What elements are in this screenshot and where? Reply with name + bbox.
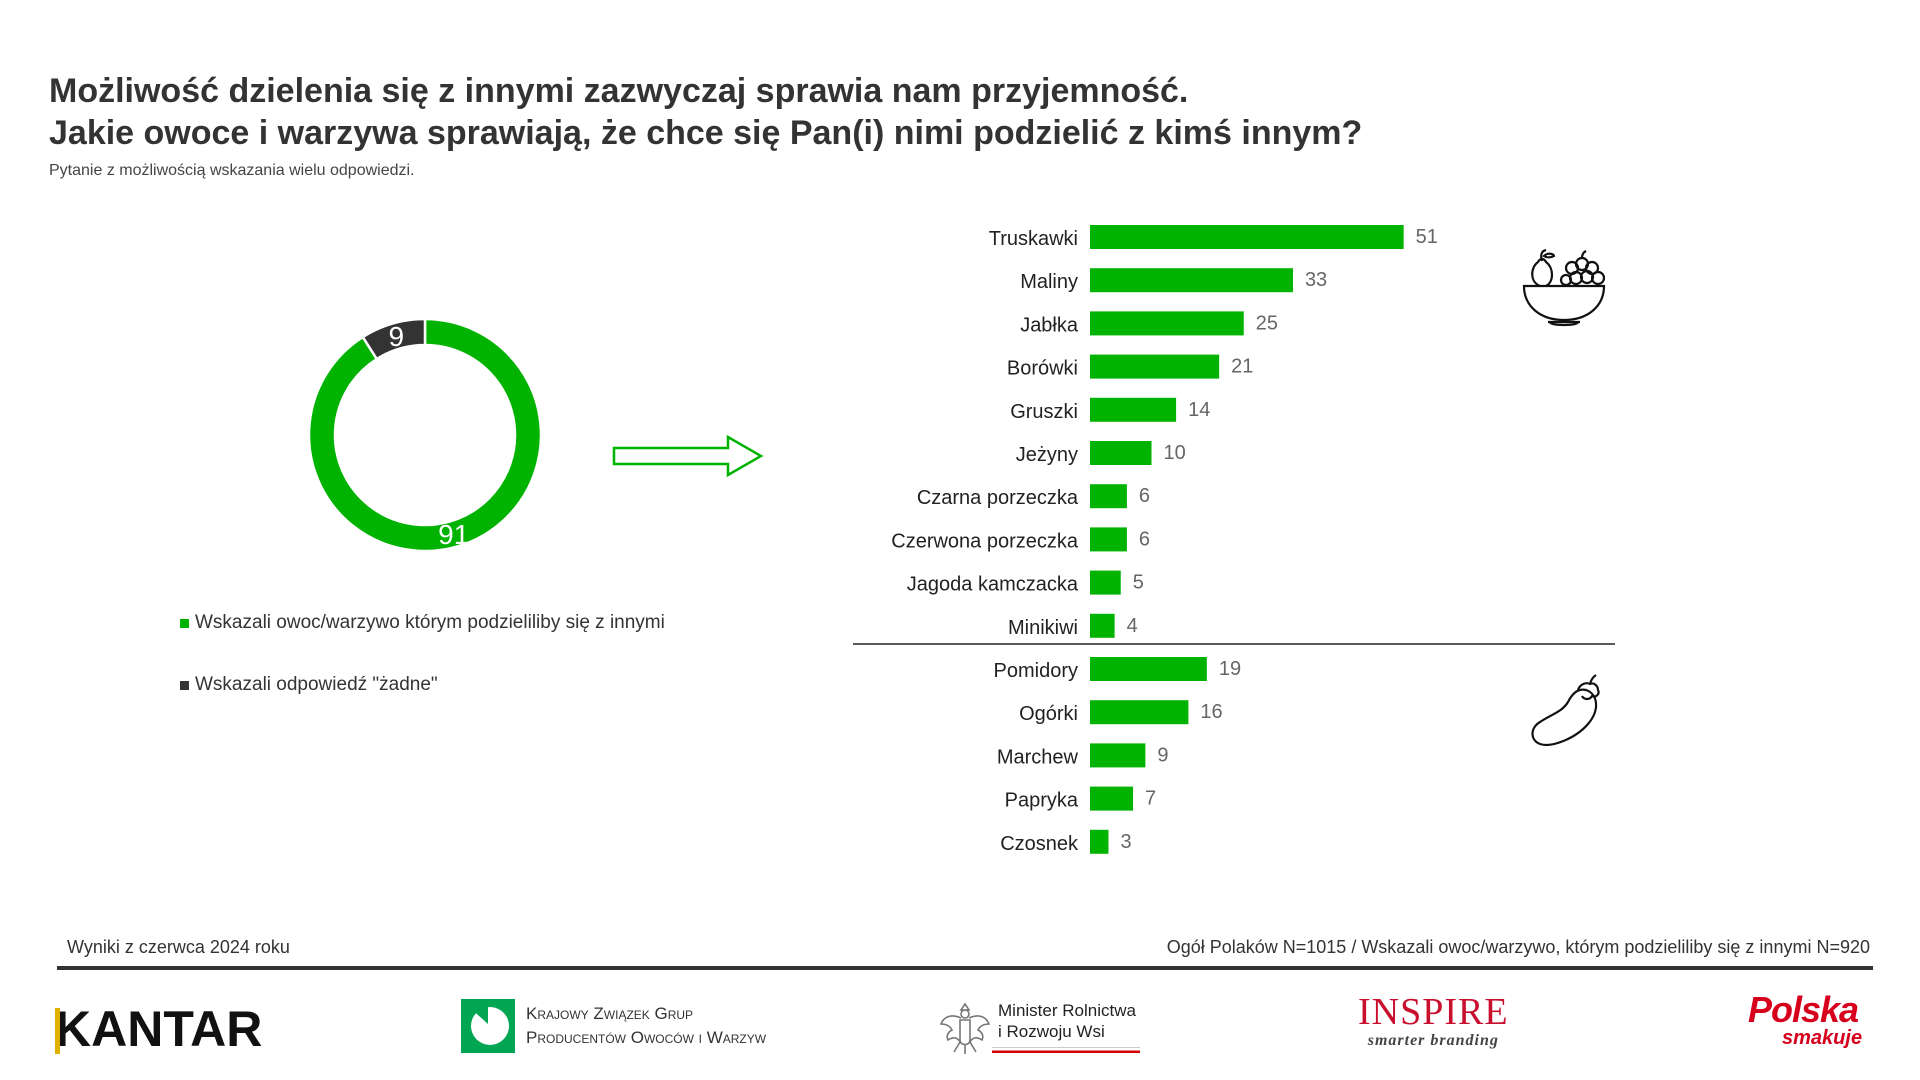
bar-4 — [1090, 397, 1177, 422]
legend-swatch-green — [180, 618, 189, 628]
bar-category-label-0: Truskawki — [989, 228, 1078, 250]
bar-category-label-10: Pomidory — [994, 660, 1078, 682]
bar-category-label-2: Jabłka — [1020, 314, 1079, 336]
bar-13 — [1090, 786, 1134, 811]
kzgp-logo-mark-icon — [461, 999, 515, 1053]
bar-category-label-7: Czerwona porzeczka — [891, 530, 1079, 552]
kzgp-logo-line-2: Producentów Owoców i Warzyw — [526, 1028, 767, 1047]
smakuje-logo-text: smakuje — [1782, 1027, 1863, 1049]
legend-swatch-dark — [180, 680, 189, 690]
legend-label-shared: Wskazali owoc/warzywo którym podzielilib… — [195, 612, 665, 633]
bar-2 — [1090, 311, 1244, 336]
bar-8 — [1090, 570, 1121, 595]
bar-category-label-4: Gruszki — [1010, 401, 1078, 423]
ministry-logo-line-1: Minister Rolnictwa — [998, 1000, 1136, 1020]
bar-5 — [1090, 441, 1152, 465]
bar-value-label-0: 51 — [1416, 226, 1438, 248]
bar-value-label-9: 4 — [1127, 615, 1138, 637]
inspire-logo-tagline: smarter branding — [1367, 1032, 1499, 1049]
donut-slice-0 — [307, 317, 543, 553]
bar-value-label-10: 19 — [1219, 658, 1241, 680]
bar-category-label-1: Maliny — [1020, 271, 1078, 293]
inspire-logo-text: INSPIRE — [1358, 991, 1509, 1033]
bar-value-label-3: 21 — [1231, 356, 1253, 378]
inspire-logo: INSPIRE smarter branding — [1358, 992, 1509, 1050]
bar-10 — [1090, 657, 1207, 681]
bar-11 — [1090, 700, 1189, 725]
bar-9 — [1090, 613, 1115, 638]
ministry-flag-stripe — [992, 1046, 1140, 1053]
bar-1 — [1090, 268, 1293, 293]
subtitle: Pytanie z możliwością wskazania wielu od… — [49, 162, 415, 179]
bar-category-label-11: Ogórki — [1019, 703, 1078, 725]
bar-0 — [1090, 225, 1404, 249]
kzgp-logo: Krajowy Związek Grup Producentów Owoców … — [460, 998, 766, 1054]
bar-7 — [1090, 527, 1127, 552]
bar-category-label-14: Czosnek — [1000, 833, 1079, 855]
donut-slice-1 — [361, 317, 427, 361]
donut-value-label-0: 91 — [438, 519, 469, 550]
bar-chart: Truskawki 51 Maliny 33 Jabłka 25 Borówki 21 Grus… — [853, 225, 1615, 855]
legend-item-none: Wskazali odpowiedź "żadne" — [180, 674, 438, 696]
bar-value-label-5: 10 — [1164, 442, 1186, 464]
polska-logo-text: Polska — [1748, 989, 1859, 1030]
bar-value-label-2: 25 — [1256, 312, 1278, 334]
ministry-logo-line-2: i Rozwoju Wsi — [998, 1021, 1105, 1041]
donut-value-label-1: 9 — [388, 321, 404, 352]
bar-12 — [1090, 743, 1146, 768]
bar-category-label-13: Papryka — [1005, 790, 1079, 812]
page-title: Możliwość dzielenia się z innymi zazwycz… — [49, 70, 1362, 154]
title-line-2: Jakie owoce i warzywa sprawiają, że chce… — [49, 114, 1363, 152]
bar-value-label-8: 5 — [1133, 572, 1144, 594]
kantar-logo-bar — [55, 1008, 60, 1054]
bar-category-label-9: Minikiwi — [1008, 617, 1078, 639]
ministry-logo: Minister Rolnictwa i Rozwoju Wsi — [938, 996, 1140, 1056]
white-eagle-emblem-icon — [939, 1002, 991, 1054]
title-line-1: Możliwość dzielenia się z innymi zazwycz… — [49, 72, 1189, 110]
bar-value-label-7: 6 — [1139, 528, 1150, 550]
footer-divider — [57, 966, 1873, 970]
bar-value-label-11: 16 — [1200, 701, 1222, 723]
fruit-bowl-icon — [1522, 248, 1606, 327]
footer-date: Wyniki z czerwca 2024 roku — [67, 937, 290, 957]
legend-label-none: Wskazali odpowiedź "żadne" — [195, 674, 438, 695]
bar-category-label-12: Marchew — [997, 746, 1079, 768]
kzgp-logo-line-1: Krajowy Związek Grup — [526, 1004, 694, 1023]
bar-value-label-13: 7 — [1145, 788, 1156, 810]
kantar-logo-text: KANTAR — [55, 1001, 263, 1057]
bar-category-label-3: Borówki — [1007, 358, 1078, 380]
bar-value-label-1: 33 — [1305, 269, 1327, 291]
bar-value-label-12: 9 — [1157, 744, 1168, 766]
polska-smakuje-logo: Polska smakuje — [1748, 989, 1862, 1049]
footer-sample-note: Ogół Polaków N=1015 / Wskazali owoc/warz… — [1166, 937, 1870, 957]
arrow-right-icon — [612, 435, 764, 477]
kantar-logo: KANTAR — [55, 1000, 262, 1058]
bar-6 — [1090, 484, 1127, 509]
bar-category-label-6: Czarna porzeczka — [917, 487, 1079, 509]
bar-3 — [1090, 354, 1220, 379]
bar-category-label-5: Jeżyny — [1016, 444, 1078, 466]
eggplant-icon — [1531, 674, 1600, 746]
legend-item-shared: Wskazali owoc/warzywo którym podzielilib… — [180, 612, 665, 634]
bar-category-label-8: Jagoda kamczacka — [907, 574, 1079, 596]
bar-value-label-4: 14 — [1188, 399, 1210, 421]
donut-chart: 91 9 — [307, 317, 543, 553]
bar-value-label-14: 3 — [1120, 831, 1131, 853]
bar-14 — [1090, 829, 1109, 854]
bar-value-label-6: 6 — [1139, 485, 1150, 507]
